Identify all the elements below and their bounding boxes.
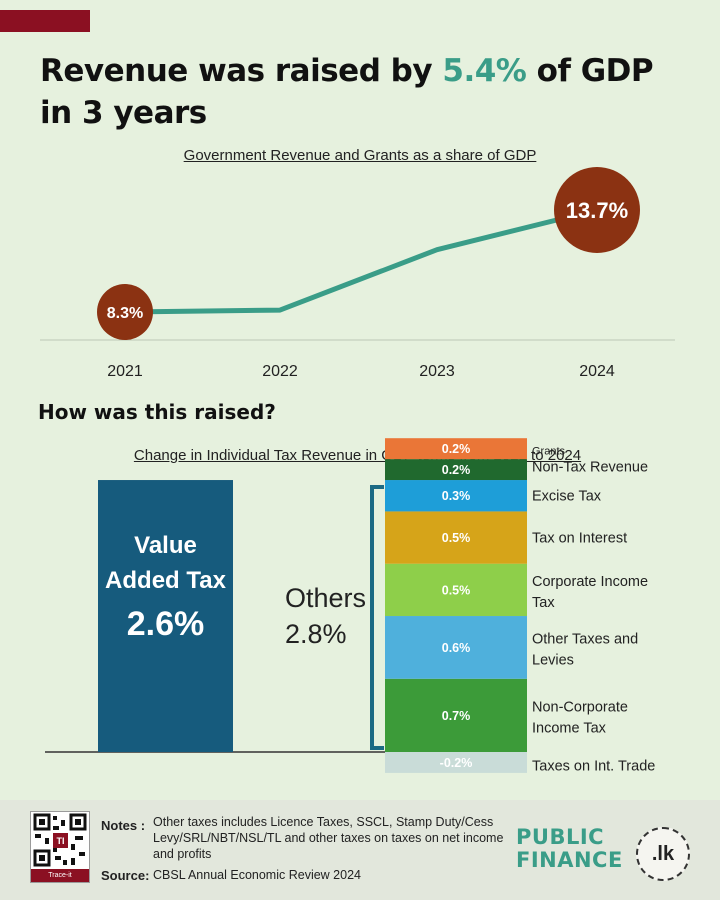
x-tick-label: 2023 xyxy=(419,363,455,380)
others-bracket xyxy=(370,485,384,750)
stack-segment xyxy=(385,459,527,481)
segment-category-label: Taxes on Int. Trade xyxy=(532,758,655,774)
others-value: 2.8% xyxy=(285,619,347,649)
data-point-marker xyxy=(554,167,640,253)
vat-label: Value Added Tax 2.6% xyxy=(98,528,233,648)
segment-category-label: Non-Corporate Income Tax xyxy=(532,699,628,736)
stack-segment xyxy=(385,678,527,752)
x-tick-label: 2022 xyxy=(262,363,298,380)
segment-category-label: Other Taxes and Levies xyxy=(532,631,638,668)
logo-badge: .lk xyxy=(636,827,690,881)
source-label: Source: xyxy=(101,868,150,883)
data-point-marker xyxy=(97,284,153,340)
segment-value-label: 0.5% xyxy=(442,531,471,545)
notes-text: Other taxes includes Licence Taxes, SSCL… xyxy=(153,815,504,861)
svg-text:TI: TI xyxy=(57,836,65,846)
segment-category-label: Corporate Income Tax xyxy=(532,574,648,611)
notes-label: Notes : xyxy=(101,818,146,833)
vat-value: 2.6% xyxy=(126,605,205,643)
segment-category-label: Grants xyxy=(532,446,566,458)
segment-value-label: 0.5% xyxy=(442,583,471,597)
qr-code-icon: TI xyxy=(33,813,87,867)
vat-bar xyxy=(98,480,233,752)
segment-value-label: 0.7% xyxy=(442,709,471,723)
segment-category-label: Non-Tax Revenue xyxy=(532,460,648,476)
segment-value-label: 0.6% xyxy=(442,641,471,655)
qr-code[interactable]: TI Trace-it xyxy=(30,811,90,883)
data-label: 8.3% xyxy=(107,305,143,322)
data-label: 13.7% xyxy=(566,198,628,223)
x-tick-label: 2024 xyxy=(579,363,615,380)
others-label: Others 2.8% xyxy=(285,580,366,652)
source-text: CBSL Annual Economic Review 2024 xyxy=(153,868,361,882)
revenue-line xyxy=(122,207,600,315)
stack-segment xyxy=(385,616,527,679)
stack-segment xyxy=(385,752,527,773)
publicfinance-logo[interactable]: PUBLIC FINANCE xyxy=(516,825,623,872)
segment-category-label: Excise Tax xyxy=(532,489,602,505)
page-title: Revenue was raised by 5.4% of GDP in 3 y… xyxy=(40,53,654,131)
line-chart-title: Government Revenue and Grants as a share… xyxy=(183,147,537,164)
stack-segment xyxy=(385,480,527,512)
stack-segment xyxy=(385,438,527,460)
qr-caption: Trace-it xyxy=(31,869,89,882)
notes-footer xyxy=(0,800,720,900)
stack-segment xyxy=(385,511,527,564)
segment-value-label: 0.2% xyxy=(442,463,471,477)
section-title: How was this raised? xyxy=(38,400,276,424)
segment-value-label: 0.2% xyxy=(442,442,471,456)
headline-highlight: 5.4% xyxy=(442,53,527,89)
segment-value-label: 0.3% xyxy=(442,489,471,503)
x-tick-label: 2021 xyxy=(107,363,143,380)
segment-category-label: Tax on Interest xyxy=(532,531,627,547)
brand-bar xyxy=(0,10,90,32)
segment-value-label: -0.2% xyxy=(440,756,473,770)
stack-segment xyxy=(385,563,527,617)
